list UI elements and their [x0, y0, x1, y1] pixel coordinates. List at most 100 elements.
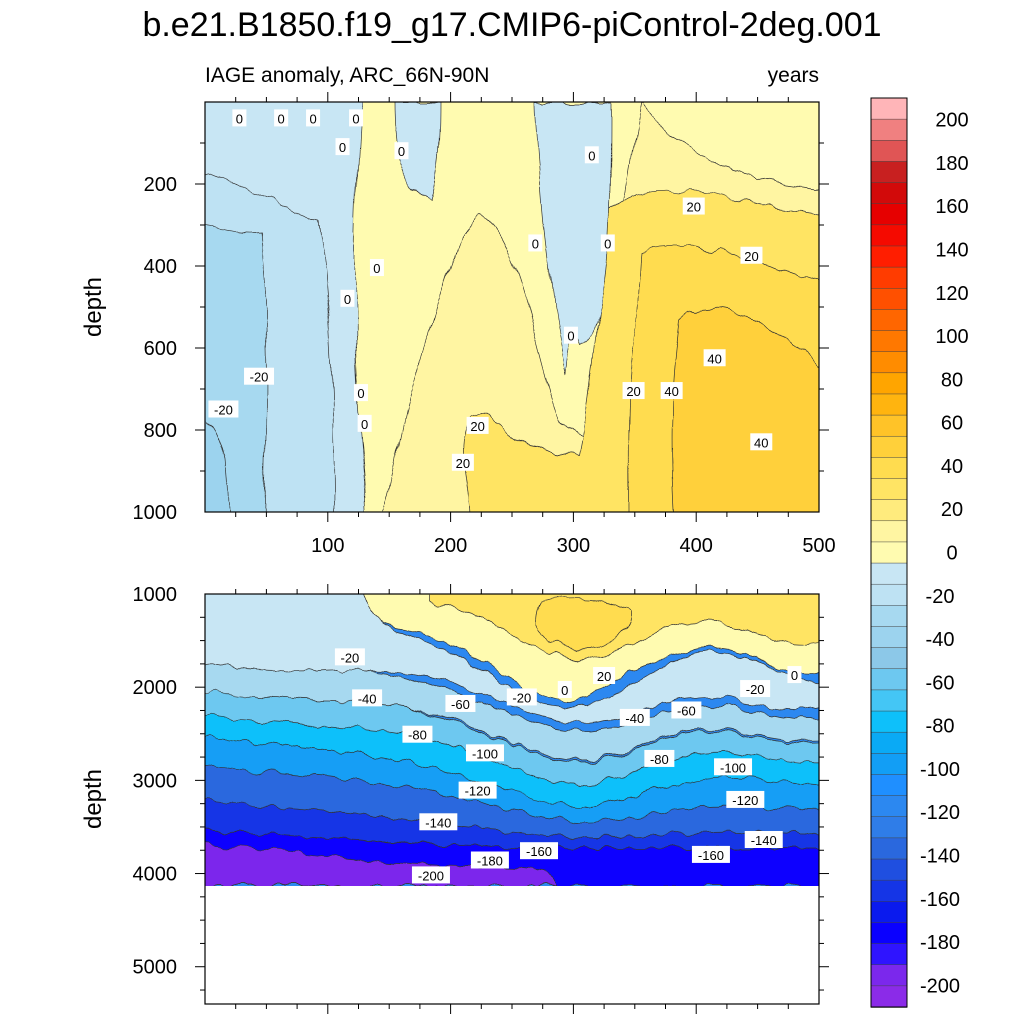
contour-label-text: 0 [604, 236, 611, 251]
x-tick-label: 100 [311, 535, 344, 557]
contour-label-text: -80 [650, 752, 669, 767]
contour-label-box [593, 667, 616, 684]
colorbar-swatch [870, 562, 908, 585]
colorbar-swatch [870, 161, 908, 184]
colorbar-swatch [870, 879, 908, 903]
y-tick-label: 4000 [133, 864, 178, 886]
contour-label: 40 [750, 433, 773, 451]
contour-label: 0 [557, 680, 572, 698]
contour-label: 0 [335, 138, 350, 156]
contour-label: 0 [563, 326, 578, 344]
contour-label-text: -20 [250, 370, 269, 385]
contour-label-box [703, 349, 726, 367]
contour-label: -100 [465, 744, 504, 762]
contour-label-text: 0 [398, 144, 405, 159]
contour-label-text: 0 [588, 148, 595, 163]
contour-label-text: -40 [358, 691, 377, 706]
contour-label: -20 [506, 688, 537, 706]
fill-cold-neg30 [205, 661, 819, 760]
y-tick-label: 200 [144, 174, 177, 196]
contour-label: -200 [411, 866, 450, 884]
contour-label-box [353, 384, 368, 402]
colorbar: 200180160140120100806040200-20-40-60-80-… [870, 97, 969, 1008]
contour-label: 20 [740, 246, 763, 264]
contour-label: -180 [470, 851, 509, 869]
colorbar-swatch [870, 605, 908, 628]
contour-label: 0 [232, 109, 247, 127]
contour-label-box [208, 400, 239, 418]
contour-label-text: -100 [472, 746, 498, 761]
colorbar-label: 40 [941, 456, 963, 478]
colorbar-label: 120 [935, 283, 968, 305]
contour-label: 20 [622, 382, 645, 400]
contour-label-text: 0 [561, 683, 568, 698]
contour-label-box [584, 146, 599, 164]
y-tick-label: 800 [144, 420, 177, 442]
contour-label-box [622, 382, 645, 400]
colorbar-swatch [870, 224, 908, 247]
y-tick-label: 3000 [133, 770, 178, 792]
colorbar-swatch [870, 288, 908, 311]
contour-label: -80 [644, 749, 675, 767]
contour-label-box [528, 234, 543, 252]
contour-label: -140 [419, 813, 458, 831]
contour-label: 0 [340, 289, 355, 307]
contour-label-box [445, 694, 476, 712]
contour-label-box [506, 688, 537, 706]
contour-label: -60 [671, 701, 702, 719]
contour-label-box [306, 109, 321, 127]
colorbar-label: 80 [941, 369, 963, 391]
colorbar-swatch [870, 118, 908, 142]
contour-label-box [232, 109, 247, 127]
contour-label-text: -20 [746, 682, 765, 697]
contour-label: -40 [619, 708, 650, 726]
contour-label-text: 20 [744, 249, 758, 264]
contour-label: -20 [740, 680, 771, 698]
contour-label: 0 [306, 109, 321, 127]
colorbar-swatch [870, 478, 908, 501]
colorbar-label: -180 [920, 932, 960, 954]
colorbar-label: -200 [920, 975, 960, 997]
colorbar-label: 0 [946, 543, 957, 565]
x-tick-label: 200 [434, 535, 467, 557]
colorbar-label: 20 [941, 499, 963, 521]
contour-label-text: 40 [664, 384, 678, 399]
colorbar-swatch [870, 245, 908, 268]
contour-label-text: 40 [707, 351, 721, 366]
contour-label-text: -140 [425, 815, 451, 830]
fill-cold-neg10 [205, 594, 819, 725]
contour-label: -20 [334, 648, 365, 666]
colorbar-swatch [870, 626, 908, 649]
colorbar-label: 200 [935, 110, 968, 132]
contour-label: 0 [600, 234, 615, 252]
no-data-mask [205, 886, 819, 1004]
contour-label-box [458, 781, 497, 799]
contour-label-box [274, 109, 289, 127]
contour-label-box [419, 813, 458, 831]
contour-label: 0 [394, 142, 409, 160]
contour-label-text: -180 [477, 854, 503, 869]
colorbar-swatch [870, 182, 908, 205]
colorbar-swatch [870, 351, 908, 374]
contour-label-box [660, 382, 683, 400]
contour-label: -20 [244, 367, 275, 385]
fill-cold-neg200 [205, 844, 561, 887]
x-tick-label: 400 [680, 535, 713, 557]
colorbar-swatch [870, 414, 908, 437]
contour-label-box [369, 259, 384, 277]
contour-label-text: -20 [512, 690, 531, 705]
contour-label: 0 [274, 109, 289, 127]
colorbar-label: -100 [920, 759, 960, 781]
chart-subtitle-left: IAGE anomaly, ARC_66N-90N [205, 64, 489, 87]
contour-label-text: 0 [357, 386, 364, 401]
contour-label-text: 0 [309, 111, 316, 126]
contour-label-box [340, 289, 355, 307]
contour-label-text: 20 [687, 200, 701, 215]
contour-label-text: -100 [720, 760, 746, 775]
contour-label: -100 [714, 758, 753, 776]
colorbar-swatch [870, 731, 908, 755]
colorbar-swatch [870, 499, 908, 522]
colorbar-swatch [870, 330, 908, 353]
y-tick-label: 2000 [133, 677, 178, 699]
